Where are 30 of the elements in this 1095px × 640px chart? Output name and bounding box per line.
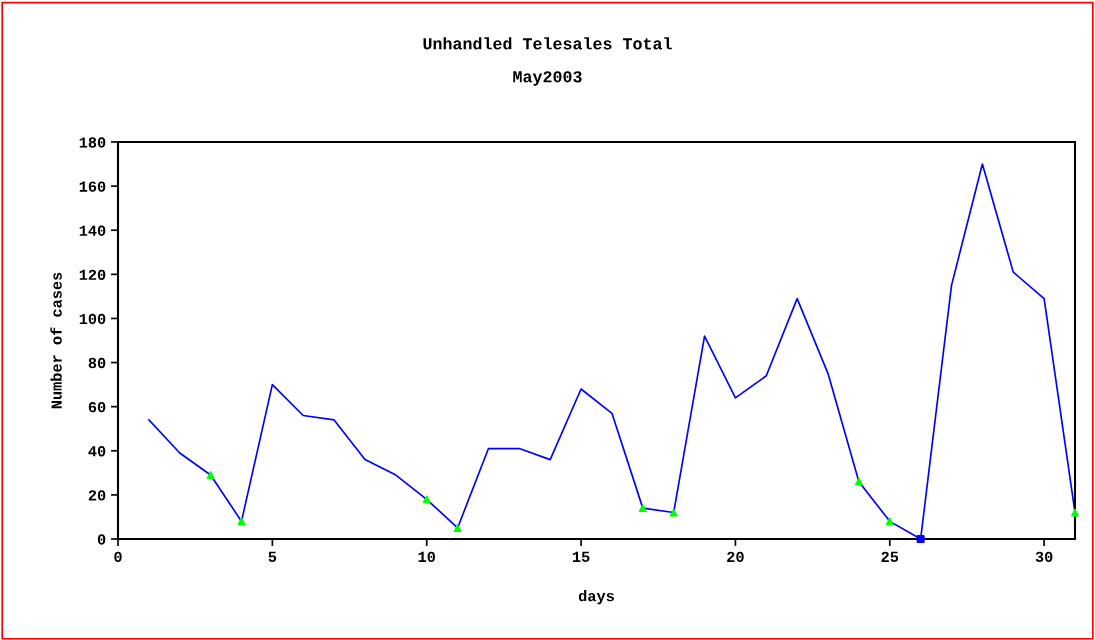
x-tick-label: 20 (727, 551, 744, 563)
x-tick-label: 5 (268, 551, 277, 563)
point (669, 508, 678, 517)
y-tick-label: 0 (97, 534, 106, 545)
y-axis-title: Number of cases (50, 272, 62, 409)
x-tick-label: 0 (114, 551, 122, 563)
x-axis-title: days (578, 590, 614, 605)
point (422, 495, 431, 504)
point (916, 535, 925, 543)
x-tick-label: 25 (881, 551, 899, 563)
y-tick-label: 160 (79, 181, 106, 192)
y-tick-label: 100 (79, 313, 106, 325)
point (885, 517, 894, 526)
y-tick-label: 60 (88, 401, 106, 413)
x-tick-label: 10 (418, 551, 435, 563)
point (237, 517, 246, 526)
x-tick-label: 30 (1035, 551, 1053, 563)
y-tick-label: 20 (88, 490, 106, 501)
point (638, 504, 647, 513)
point (206, 471, 215, 479)
y-tick-label: 140 (79, 225, 106, 236)
chart-title: Unhandled Telesales Total (423, 37, 672, 50)
x-tick-label: 15 (572, 551, 590, 563)
chart-subtitle: May2003 (513, 71, 582, 86)
point (453, 524, 462, 532)
y-tick-label: 40 (88, 446, 106, 457)
y-tick-label: 180 (79, 137, 106, 148)
y-tick-label: 120 (79, 269, 106, 281)
point (854, 477, 863, 486)
y-tick-label: 80 (88, 357, 106, 369)
